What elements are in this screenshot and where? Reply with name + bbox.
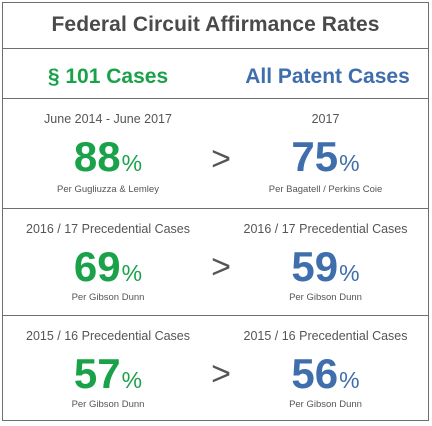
divider-header (3, 98, 428, 99)
row-2-left-percentage: 69% (73, 243, 143, 290)
comparison-row-2: 2016 / 17 Precedential Cases 69% Per Gib… (3, 208, 430, 315)
row-1-left-source: Per Gugliuzza & Lemley (57, 184, 159, 195)
divider-row-2 (3, 315, 428, 316)
row-3-greater-than: > (211, 355, 231, 393)
row-3-left-period: 2015 / 16 Precedential Cases (26, 329, 190, 343)
divider-row-1 (3, 208, 428, 209)
row-1-right-period: 2017 (311, 112, 340, 126)
row-1-right-source: Per Bagatell / Perkins Coie (268, 184, 383, 195)
row-1-right-percentage: 75% (291, 133, 360, 180)
comparison-row-1: June 2014 - June 2017 88% Per Gugliuzza … (3, 98, 430, 208)
divider-title (3, 48, 428, 49)
row-2-left-source: Per Gibson Dunn (71, 292, 145, 303)
row-1-left-percentage: 88% (73, 133, 143, 180)
row-3-right-source: Per Gibson Dunn (289, 399, 362, 410)
table-title: Federal Circuit Affirmance Rates (51, 13, 380, 36)
row-2-left-period: 2016 / 17 Precedential Cases (26, 222, 190, 236)
row-1-greater-than: > (211, 140, 231, 178)
column-header-all-patent: All Patent Cases (245, 65, 410, 88)
row-3-left-percentage: 57% (73, 350, 143, 397)
affirmance-rates-table: Federal Circuit Affirmance Rates § 101 C… (2, 2, 429, 421)
row-3-left-source: Per Gibson Dunn (71, 399, 145, 410)
row-3-right-percentage: 56% (291, 350, 360, 397)
row-2-right-source: Per Gibson Dunn (289, 292, 362, 303)
row-3-right-period: 2015 / 16 Precedential Cases (243, 329, 408, 343)
row-2-right-percentage: 59% (291, 243, 360, 290)
row-2-right-period: 2016 / 17 Precedential Cases (243, 222, 408, 236)
column-header-section-101: § 101 Cases (47, 65, 169, 88)
row-1-left-period: June 2014 - June 2017 (44, 112, 172, 126)
comparison-row-3: 2015 / 16 Precedential Cases 57% Per Gib… (3, 315, 430, 421)
row-2-greater-than: > (211, 248, 231, 286)
